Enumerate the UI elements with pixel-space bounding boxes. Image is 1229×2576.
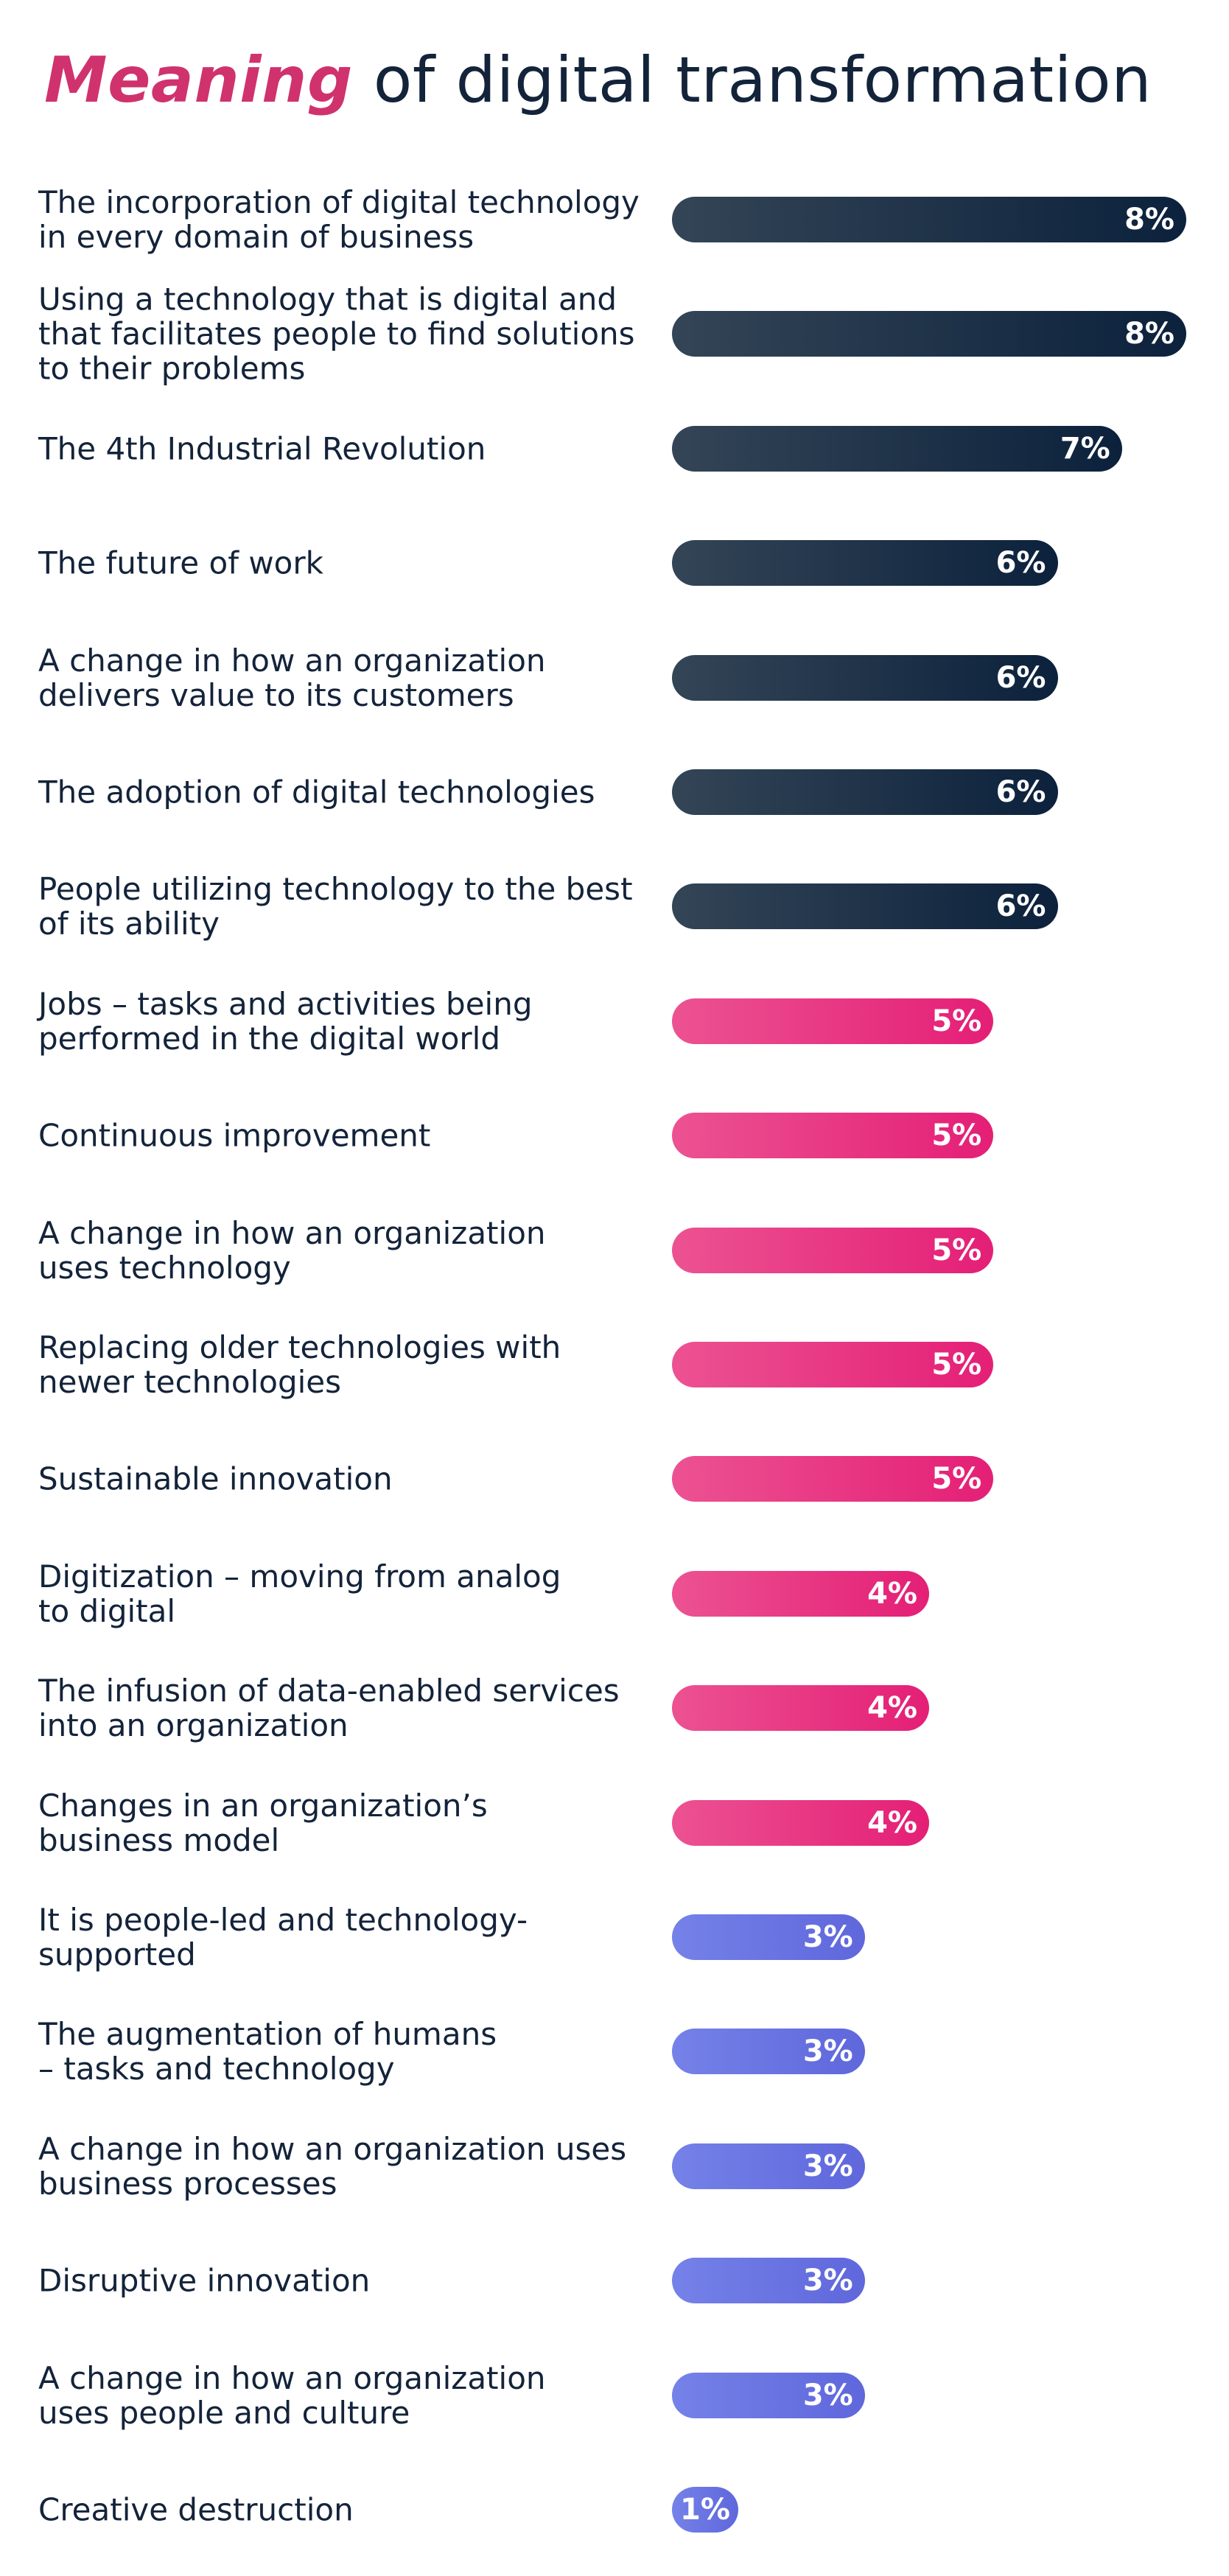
- category-label: The infusion of data-enabled services in…: [38, 1673, 620, 1744]
- bar-value-label: 3%: [802, 2378, 853, 2412]
- bar-value-label: 5%: [931, 1119, 982, 1153]
- bar: 5%: [672, 1227, 994, 1273]
- chart-title-rest: of digital transformation: [352, 43, 1152, 117]
- bar: 3%: [672, 2029, 865, 2075]
- category-label: The augmentation of humans – tasks and t…: [38, 2016, 497, 2087]
- category-label: People utilizing technology to the best …: [38, 871, 633, 942]
- bar-value-label: 5%: [931, 1233, 982, 1267]
- bar-value-label: 6%: [995, 660, 1046, 695]
- bar-value-label: 3%: [802, 2149, 853, 2183]
- bar-value-label: 8%: [1124, 203, 1174, 237]
- category-label: The future of work: [38, 545, 323, 581]
- bar: 6%: [672, 540, 1058, 587]
- bar: 6%: [672, 883, 1058, 930]
- bar-value-label: 5%: [931, 1462, 982, 1497]
- bar: 5%: [672, 998, 994, 1044]
- bar-value-label: 6%: [995, 546, 1046, 581]
- bar: 6%: [672, 654, 1058, 701]
- category-label: Replacing older technologies with newer …: [38, 1329, 561, 1400]
- bar: 4%: [672, 1799, 929, 1846]
- chart-title: Meaning of digital transformation: [44, 43, 1152, 119]
- bar: 5%: [672, 1342, 994, 1387]
- category-label: A change in how an organization uses peo…: [38, 2359, 546, 2431]
- bar-value-label: 3%: [802, 1920, 853, 1954]
- bar: 8%: [672, 197, 1186, 242]
- bar: 3%: [672, 2258, 865, 2304]
- category-label: Jobs – tasks and activities being perfor…: [38, 985, 533, 1057]
- bar-value-label: 4%: [867, 1691, 917, 1726]
- bar: 4%: [672, 1685, 929, 1732]
- category-label: A change in how an organization uses tec…: [38, 1214, 546, 1286]
- bar: 3%: [672, 2372, 865, 2418]
- bar-value-label: 7%: [1060, 431, 1110, 466]
- category-label: The adoption of digital technologies: [38, 774, 595, 811]
- category-label: Changes in an organization’s business mo…: [38, 1787, 488, 1858]
- bar: 8%: [672, 311, 1186, 357]
- category-label: It is people-led and technology-supporte…: [38, 1902, 528, 1973]
- bar-value-label: 8%: [1124, 317, 1174, 351]
- bar-value-label: 5%: [931, 1348, 982, 1382]
- bar: 1%: [672, 2487, 738, 2533]
- bar-value-label: 1%: [680, 2493, 730, 2527]
- category-label: Using a technology that is digital and t…: [38, 281, 635, 387]
- bar: 3%: [672, 2143, 865, 2189]
- bar: 7%: [672, 425, 1122, 472]
- bar-value-label: 4%: [867, 1805, 917, 1840]
- bar: 5%: [672, 1456, 994, 1502]
- category-label: Continuous improvement: [38, 1117, 431, 1154]
- bar: 4%: [672, 1570, 929, 1617]
- category-label: Creative destruction: [38, 2491, 354, 2528]
- bar-value-label: 4%: [867, 1576, 917, 1611]
- bar-value-label: 6%: [995, 775, 1046, 809]
- category-label: Sustainable innovation: [38, 1460, 393, 1497]
- category-label: The incorporation of digital technology …: [38, 184, 640, 255]
- bar: 6%: [672, 769, 1058, 815]
- category-label: Digitization – moving from analog to dig…: [38, 1558, 561, 1629]
- category-label: The 4th Industrial Revolution: [38, 430, 486, 467]
- bar: 3%: [672, 1914, 865, 1960]
- category-label: A change in how an organization uses bus…: [38, 2130, 627, 2202]
- category-label: A change in how an organization delivers…: [38, 642, 546, 713]
- bar-value-label: 6%: [995, 889, 1046, 924]
- bar-value-label: 3%: [802, 2034, 853, 2069]
- bar-value-label: 5%: [931, 1004, 982, 1038]
- chart-title-accent: Meaning: [44, 43, 353, 117]
- category-label: Disruptive innovation: [38, 2262, 371, 2299]
- bar: 5%: [672, 1113, 994, 1159]
- bar-value-label: 3%: [802, 2264, 853, 2298]
